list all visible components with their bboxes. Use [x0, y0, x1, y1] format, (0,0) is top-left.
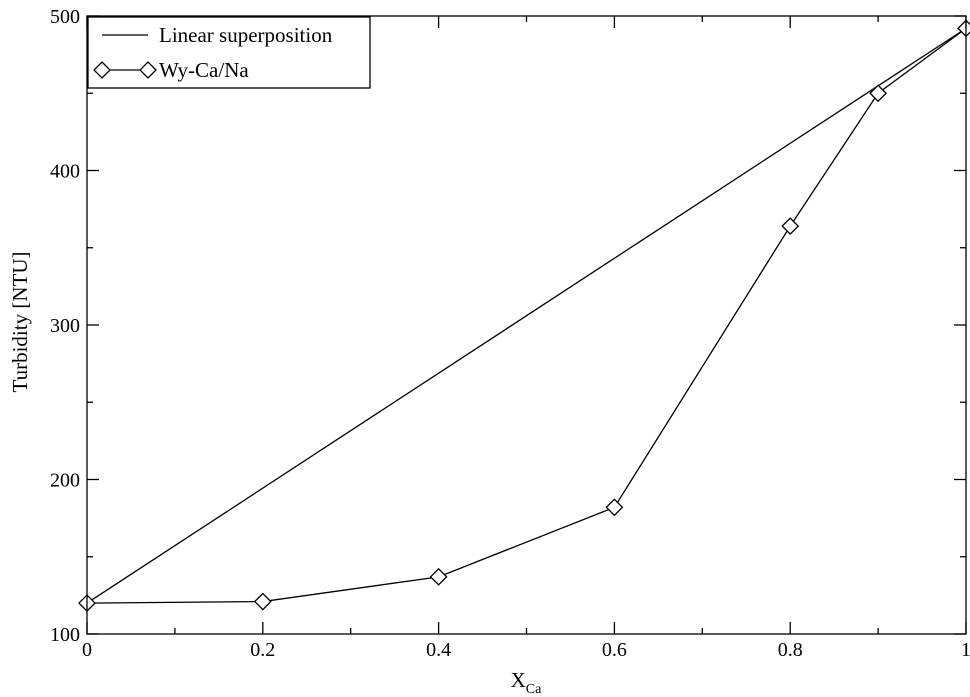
x-axis-title: XCa: [511, 668, 543, 697]
data-point-marker: [429, 567, 448, 586]
y-tick-label: 200: [50, 470, 80, 492]
legend: Linear superposition Wy-Ca/Na: [87, 16, 371, 89]
data-point-marker: [869, 84, 888, 103]
legend-entry: Linear superposition: [102, 23, 333, 47]
data-point-marker: [957, 19, 970, 38]
y-tick-label: 100: [50, 624, 80, 646]
y-axis-title: Turbidity [NTU]: [8, 252, 32, 393]
legend-label: Wy-Ca/Na: [159, 58, 249, 82]
y-tick-label: 500: [50, 6, 80, 28]
plot-frame: [86, 15, 967, 635]
x-tick-label: 1: [961, 639, 970, 661]
x-tick-label: 0.4: [426, 639, 451, 661]
series-1: [86, 27, 967, 604]
series-line: [86, 27, 967, 604]
legend-marker: [93, 61, 111, 79]
axes: 0 0.2 0.4 0.6 0.8 1 100 200 300 400 500: [50, 6, 970, 661]
x-tick-label: 0.6: [602, 639, 627, 661]
x-axis-title-subscript: Ca: [526, 682, 542, 697]
x-tick-label: 0: [82, 639, 92, 661]
legend-box: [87, 16, 371, 89]
series-2: [78, 19, 970, 613]
data-point-marker: [781, 217, 800, 236]
legend-marker: [139, 61, 157, 79]
y-tick-label: 300: [50, 315, 80, 337]
x-tick-label: 0.2: [250, 639, 275, 661]
y-tick-label: 400: [50, 161, 80, 183]
legend-entry: Wy-Ca/Na: [93, 58, 249, 82]
x-axis-title-main: X: [511, 668, 526, 692]
x-tick-label: 0.8: [778, 639, 803, 661]
legend-label: Linear superposition: [159, 23, 333, 47]
plot-area: [78, 19, 970, 613]
data-point-marker: [605, 498, 624, 517]
data-point-marker: [253, 592, 272, 611]
